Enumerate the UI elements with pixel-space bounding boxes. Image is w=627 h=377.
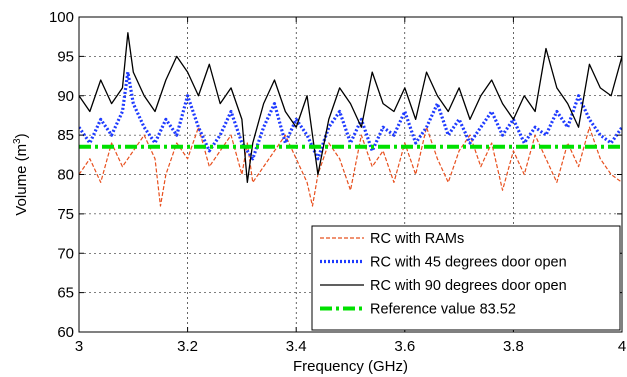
y-axis-label-main: Volume (m <box>13 144 30 216</box>
y-tick-label: 90 <box>57 88 74 105</box>
x-tick-label: 3.6 <box>394 338 415 355</box>
x-tick-label: 3.8 <box>503 338 524 355</box>
x-tick-label: 3 <box>75 338 83 355</box>
x-tick-labels: 3 3.2 3.4 3.6 3.8 4 <box>75 338 626 355</box>
y-tick-label: 60 <box>57 324 74 341</box>
y-tick-label: 100 <box>49 9 74 26</box>
legend: RC with RAMs RC with 45 degrees door open… <box>311 225 621 331</box>
y-tick-label: 65 <box>57 285 74 302</box>
y-axis-label: Volume (m3) <box>12 133 30 215</box>
plot-area <box>79 32 622 207</box>
series-line-2 <box>79 70 622 161</box>
x-tick-label: 3.2 <box>177 338 198 355</box>
y-axis-label-close: ) <box>13 133 30 138</box>
y-axis-label-superscript: 3 <box>12 138 23 144</box>
series-line-3 <box>79 32 622 184</box>
legend-box <box>311 225 621 331</box>
y-tick-label: 85 <box>57 127 74 144</box>
legend-label-1: RC with RAMs <box>370 231 464 247</box>
x-tick-label: 3.4 <box>286 338 307 355</box>
legend-label-4: Reference value 83.52 <box>370 302 516 318</box>
x-axis-label: Frequency (GHz) <box>293 358 408 375</box>
y-tick-label: 95 <box>57 48 74 65</box>
x-tick-label: 4 <box>618 338 626 355</box>
y-tick-label: 75 <box>57 206 74 223</box>
legend-label-2: RC with 45 degrees door open <box>370 255 567 271</box>
y-tick-label: 70 <box>57 245 74 262</box>
series-line-1 <box>79 126 622 207</box>
y-tick-label: 80 <box>57 167 74 184</box>
y-tick-labels: 60 65 70 75 80 85 90 95 100 <box>49 9 74 341</box>
legend-label-3: RC with 90 degrees door open <box>370 278 567 294</box>
